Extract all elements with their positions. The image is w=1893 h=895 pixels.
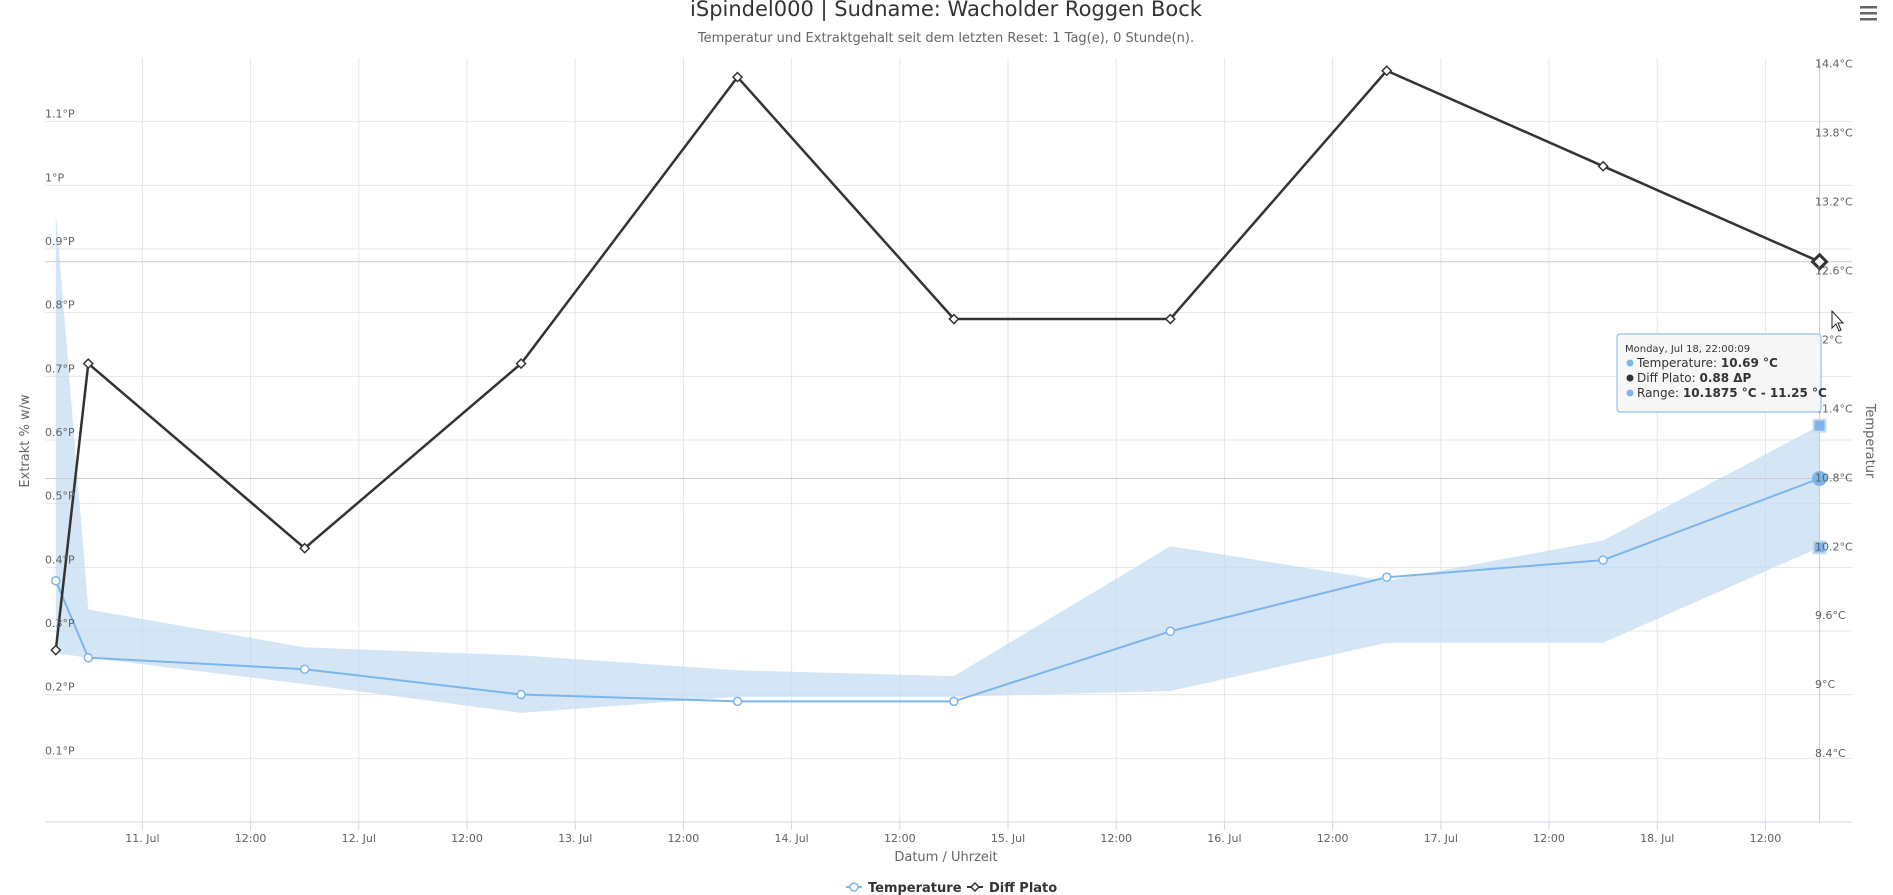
y-left-tick-label: 0.8°P <box>45 299 75 312</box>
tooltip-row-value: 0.88 ΔP <box>1699 371 1751 385</box>
x-tick-label: 18. Jul <box>1640 832 1674 845</box>
tooltip-row-label: Diff Plato: <box>1637 371 1699 385</box>
y-right-tick-label: 10.8°C <box>1815 471 1853 484</box>
temperature-series-line <box>54 477 1820 703</box>
y-left-axis-title: Extrakt % w/w <box>18 394 33 488</box>
y-right-tick-label: 13.2°C <box>1815 196 1853 209</box>
grid-lines <box>45 58 1852 822</box>
diff-plato-point[interactable] <box>515 358 527 370</box>
tooltip-row-value: 10.1875 °C - 11.25 °C <box>1683 386 1827 400</box>
y-right-tick-label: 9°C <box>1815 678 1835 691</box>
y-left-tick-label: 1°P <box>45 171 64 184</box>
y-left-tick-label: 0.1°P <box>45 744 75 757</box>
legend-label: Temperature <box>868 881 962 895</box>
x-tick-label: 12:00 <box>1100 832 1132 845</box>
x-tick-label: 12:00 <box>451 832 483 845</box>
y-right-tick-label: 9.6°C <box>1815 609 1846 622</box>
x-tick-label: 12. Jul <box>342 832 376 845</box>
tooltip-row: Diff Plato: 0.88 ΔP <box>1637 371 1752 385</box>
diff-plato-point[interactable] <box>299 542 311 554</box>
x-tick-label: 12:00 <box>884 832 916 845</box>
x-tick-label: 11. Jul <box>125 832 159 845</box>
x-tick-label: 13. Jul <box>558 832 592 845</box>
temperature-point[interactable] <box>732 696 743 707</box>
temperature-point[interactable] <box>83 652 94 663</box>
series-markers <box>50 65 1829 707</box>
y-right-tick-label: 12.6°C <box>1815 265 1853 278</box>
y-left-tick-label: 0.2°P <box>45 681 75 694</box>
mouse-cursor-icon <box>1831 309 1845 332</box>
tooltip-row-dot <box>1626 374 1634 382</box>
temperature-point[interactable] <box>1165 626 1176 637</box>
legend-item-temperature[interactable]: Temperature <box>846 881 962 895</box>
y-right-tick-label: 13.8°C <box>1815 127 1853 140</box>
diff-plato-point[interactable] <box>1381 65 1393 77</box>
tooltip-row-label: Range: <box>1637 386 1683 400</box>
tooltip-header: Monday, Jul 18, 22:00:09 <box>1625 344 1750 355</box>
x-tick-label: 12:00 <box>1317 832 1349 845</box>
diff-plato-point[interactable] <box>1810 252 1829 271</box>
x-tick-label: 14. Jul <box>774 832 808 845</box>
y-left-tick-label: 0.9°P <box>45 235 75 248</box>
legend-label: Diff Plato <box>989 881 1057 895</box>
tooltip-row-value: 10.69 °C <box>1721 356 1778 370</box>
x-axis-ticks: 11. Jul 12:00 12. Jul 12:00 13. Jul 12:00 14. … <box>45 821 1852 845</box>
legend-marker <box>849 882 859 892</box>
y-left-tick-label: 1.1°P <box>45 108 75 121</box>
temperature-point[interactable] <box>1381 572 1392 583</box>
temperature-point[interactable] <box>1812 470 1828 486</box>
temperature-point[interactable] <box>51 575 61 586</box>
y-left-tick-label: 0.3°P <box>45 617 75 630</box>
temperature-point[interactable] <box>949 696 959 707</box>
diff-plato-series-line <box>54 69 1821 651</box>
diff-plato-point[interactable] <box>82 358 94 370</box>
y-right-axis-ticks: 8.4°C 9°C 9.6°C 10.2°C 10.8°C 11.4°C 12°C 12.6°… <box>1815 58 1853 760</box>
tooltip-row-label: Temperature: <box>1636 356 1721 370</box>
hamburger-menu-icon[interactable] <box>1854 2 1882 26</box>
temperature-point[interactable] <box>516 689 526 700</box>
tooltip-row: Temperature: 10.69 °C <box>1636 356 1778 370</box>
x-tick-label: 12:00 <box>1750 832 1782 845</box>
y-left-tick-label: 0.5°P <box>45 490 75 503</box>
legend-marker <box>969 881 981 893</box>
diff-plato-point[interactable] <box>50 644 62 656</box>
x-tick-label: 12:00 <box>1533 832 1565 845</box>
x-tick-label: 12:00 <box>235 832 267 845</box>
tooltip-row: Range: 10.1875 °C - 11.25 °C <box>1637 386 1827 400</box>
diff-plato-point[interactable] <box>1597 160 1609 172</box>
x-tick-label: 16. Jul <box>1207 832 1241 845</box>
x-tick-label: 17. Jul <box>1424 832 1458 845</box>
x-tick-label: 12:00 <box>668 832 700 845</box>
y-right-tick-label: 11.4°C <box>1815 402 1853 415</box>
y-right-tick-label: 10.2°C <box>1815 540 1853 553</box>
diff-plato-point[interactable] <box>1164 313 1176 325</box>
range-area <box>55 213 1820 713</box>
legend: Temperature Diff Plato <box>846 881 1057 895</box>
temperature-point[interactable] <box>1598 555 1608 565</box>
tooltip: Monday, Jul 18, 22:00:09 Temperature: 10… <box>1616 333 1827 413</box>
crosshair-lines <box>45 58 1852 822</box>
x-tick-label: 15. Jul <box>991 832 1025 845</box>
range-point[interactable] <box>1812 540 1827 555</box>
y-right-axis-title: Temperatur <box>1862 403 1877 479</box>
y-left-tick-label: 0.6°P <box>45 426 75 439</box>
y-right-tick-label: 8.4°C <box>1815 747 1846 760</box>
diff-plato-point[interactable] <box>948 313 960 325</box>
legend-item-diff-plato[interactable]: Diff Plato <box>967 881 1057 895</box>
chart-title: iSpindel000 | Sudname: Wacholder Roggen … <box>690 0 1203 22</box>
tooltip-row-dot <box>1626 359 1634 367</box>
x-axis-title: Datum / Uhrzeit <box>894 850 997 865</box>
y-left-tick-label: 0.7°P <box>45 362 75 375</box>
y-right-tick-label: 14.4°C <box>1815 58 1853 71</box>
range-point[interactable] <box>1812 418 1827 433</box>
chart-subtitle: Temperatur und Extraktgehalt seit dem le… <box>697 31 1194 46</box>
y-right-tick-label: 12°C <box>1815 333 1842 346</box>
diff-plato-point[interactable] <box>731 71 744 83</box>
temperature-point[interactable] <box>299 664 310 674</box>
y-left-tick-label: 0.4°P <box>45 553 75 566</box>
tooltip-row-dot <box>1626 389 1634 397</box>
y-left-axis-ticks: 0.1°P 0.2°P 0.3°P 0.4°P 0.5°P 0.6°P 0.7°P 0.8°P… <box>45 108 75 758</box>
